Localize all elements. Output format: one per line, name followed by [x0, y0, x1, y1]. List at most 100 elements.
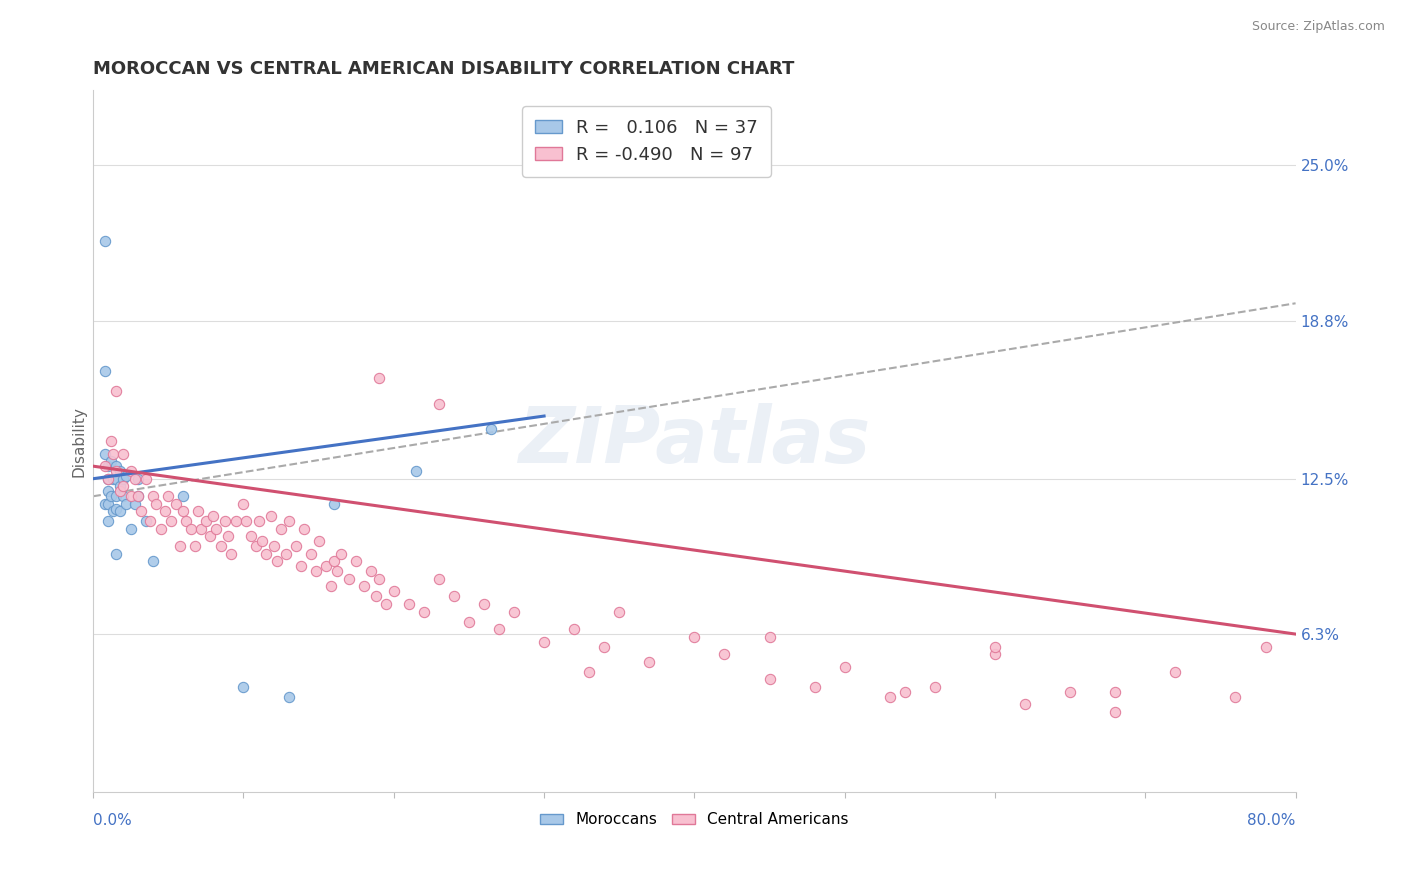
- Point: [879, 690, 901, 704]
- Point: [101, 447, 124, 461]
- Point: [124, 497, 146, 511]
- Point: [112, 489, 135, 503]
- Point: [217, 529, 239, 543]
- Point: [1164, 665, 1187, 679]
- Point: [104, 489, 127, 503]
- Point: [270, 522, 292, 536]
- Point: [127, 472, 149, 486]
- Point: [187, 504, 209, 518]
- Point: [97, 484, 120, 499]
- Point: [322, 497, 344, 511]
- Point: [319, 579, 342, 593]
- Point: [157, 489, 180, 503]
- Text: MOROCCAN VS CENTRAL AMERICAN DISABILITY CORRELATION CHART: MOROCCAN VS CENTRAL AMERICAN DISABILITY …: [93, 60, 794, 78]
- Point: [160, 514, 183, 528]
- Point: [135, 472, 157, 486]
- Point: [97, 514, 120, 528]
- Point: [337, 572, 360, 586]
- Point: [97, 497, 120, 511]
- Point: [104, 459, 127, 474]
- Point: [145, 497, 167, 511]
- Point: [344, 554, 367, 568]
- Point: [266, 554, 288, 568]
- Point: [104, 384, 127, 398]
- Point: [360, 565, 382, 579]
- Point: [274, 547, 297, 561]
- Point: [202, 509, 225, 524]
- Point: [172, 504, 194, 518]
- Point: [112, 447, 135, 461]
- Point: [101, 504, 124, 518]
- Point: [155, 504, 177, 518]
- Point: [758, 672, 780, 686]
- Point: [190, 522, 212, 536]
- Point: [247, 514, 270, 528]
- Point: [304, 565, 326, 579]
- Point: [172, 489, 194, 503]
- Point: [364, 590, 387, 604]
- Point: [209, 540, 232, 554]
- Point: [120, 464, 142, 478]
- Point: [803, 680, 825, 694]
- Text: ZIPatlas: ZIPatlas: [519, 403, 870, 479]
- Point: [101, 472, 124, 486]
- Point: [104, 464, 127, 478]
- Point: [299, 547, 322, 561]
- Point: [129, 504, 152, 518]
- Point: [110, 479, 132, 493]
- Point: [214, 514, 236, 528]
- Point: [112, 479, 135, 493]
- Point: [97, 472, 120, 486]
- Point: [412, 605, 434, 619]
- Point: [194, 514, 217, 528]
- Point: [277, 690, 299, 704]
- Point: [232, 680, 254, 694]
- Point: [176, 514, 198, 528]
- Point: [240, 529, 263, 543]
- Point: [225, 514, 247, 528]
- Point: [1104, 705, 1126, 719]
- Point: [834, 659, 856, 673]
- Point: [375, 597, 398, 611]
- Point: [127, 489, 149, 503]
- Point: [458, 615, 481, 629]
- Point: [100, 489, 122, 503]
- Point: [169, 540, 191, 554]
- Point: [142, 554, 165, 568]
- Text: 0.0%: 0.0%: [93, 813, 132, 828]
- Point: [607, 605, 630, 619]
- Point: [984, 640, 1007, 654]
- Point: [308, 534, 330, 549]
- Point: [683, 630, 706, 644]
- Point: [115, 469, 138, 483]
- Point: [443, 590, 465, 604]
- Point: [110, 484, 132, 499]
- Point: [221, 547, 243, 561]
- Point: [472, 597, 495, 611]
- Point: [104, 472, 127, 486]
- Point: [578, 665, 600, 679]
- Point: [427, 572, 450, 586]
- Point: [488, 622, 510, 636]
- Point: [124, 472, 146, 486]
- Point: [259, 509, 281, 524]
- Point: [638, 655, 661, 669]
- Point: [315, 559, 337, 574]
- Point: [184, 540, 207, 554]
- Point: [367, 572, 389, 586]
- Point: [135, 514, 157, 528]
- Point: [325, 565, 347, 579]
- Point: [104, 501, 127, 516]
- Point: [235, 514, 257, 528]
- Point: [94, 447, 117, 461]
- Point: [481, 421, 503, 435]
- Point: [110, 504, 132, 518]
- Text: 80.0%: 80.0%: [1247, 813, 1295, 828]
- Point: [1059, 684, 1081, 698]
- Point: [277, 514, 299, 528]
- Point: [758, 630, 780, 644]
- Point: [232, 497, 254, 511]
- Point: [322, 554, 344, 568]
- Point: [398, 597, 420, 611]
- Point: [94, 364, 117, 378]
